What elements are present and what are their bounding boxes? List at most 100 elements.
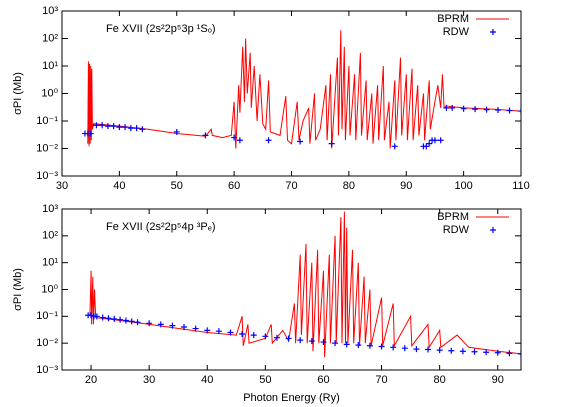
rdw-point — [308, 338, 315, 345]
rdw-point — [128, 318, 135, 325]
rdw-point — [518, 108, 521, 115]
rdw-point — [93, 313, 100, 320]
rdw-point — [265, 137, 272, 144]
rdw-point — [443, 104, 450, 111]
legend-label: RDW — [443, 224, 470, 236]
rdw-point — [459, 348, 466, 355]
rdw-point — [506, 350, 513, 357]
rdw-point — [285, 335, 292, 342]
rdw-point — [204, 327, 211, 334]
rdw-point — [449, 104, 456, 111]
y-tick-label: 10⁰ — [41, 87, 58, 99]
legend-label: RDW — [443, 26, 470, 38]
rdw-point — [423, 143, 430, 150]
bprm-line — [87, 30, 521, 149]
bprm-line — [89, 211, 521, 358]
y-tick-label: 10⁰ — [41, 283, 58, 295]
panel: 30 40 50 60 70 80 90 100 110 10⁻³ 10⁻² 10⁻¹ 10⁰ 10¹ 10… — [12, 5, 530, 192]
rdw-point — [495, 107, 502, 114]
rdw-point — [262, 333, 269, 340]
rdw-point — [139, 126, 146, 133]
rdw-point — [355, 342, 362, 349]
x-tick-label: 30 — [143, 374, 155, 386]
y-axis-label: σPI (Mb) — [12, 268, 24, 311]
rdw-point — [236, 137, 243, 144]
rdw-point — [99, 122, 106, 129]
rdw-point — [273, 334, 280, 341]
rdw-point — [122, 317, 129, 324]
x-tick-label: 70 — [375, 374, 387, 386]
rdw-point — [518, 350, 521, 357]
x-tick-label: 20 — [85, 374, 97, 386]
plot-area — [81, 30, 521, 150]
y-axis-label: σPI (Mb) — [12, 72, 24, 115]
x-tick-label: 60 — [317, 374, 329, 386]
rdw-point — [227, 329, 234, 336]
y-tick-label: 10⁻¹ — [36, 310, 58, 322]
rdw-point — [134, 319, 141, 326]
rdw-point — [366, 342, 373, 349]
rdw-point — [448, 347, 455, 354]
rdw-point — [401, 345, 408, 352]
rdw-point — [483, 349, 490, 356]
rdw-point — [146, 320, 153, 327]
rdw-point — [378, 343, 385, 350]
rdw-point — [99, 314, 106, 321]
x-tick-label: 90 — [492, 374, 504, 386]
rdw-point — [192, 325, 199, 332]
x-tick-label: 80 — [343, 180, 355, 192]
plot-area — [85, 211, 521, 358]
x-tick-label: 70 — [285, 180, 297, 192]
rdw-point — [105, 315, 112, 322]
y-tick-label: 10⁻² — [36, 337, 58, 349]
plot-frame — [61, 10, 522, 177]
rdw-point — [239, 330, 246, 337]
y-tick-label: 10⁻² — [36, 142, 58, 154]
y-tick-label: 10² — [42, 32, 58, 44]
x-tick-label: 100 — [454, 180, 472, 192]
rdw-point — [494, 349, 501, 356]
rdw-point — [202, 132, 209, 139]
plot-frame — [61, 208, 522, 371]
rdw-point — [431, 137, 438, 144]
rdw-point — [157, 321, 164, 328]
x-tick-label: 30 — [56, 180, 68, 192]
legend-swatch — [490, 29, 496, 35]
rdw-point — [133, 125, 140, 132]
rdw-point — [117, 316, 124, 323]
panel: 20 30 40 50 60 70 80 90 10⁻³ 10⁻² 10⁻¹ 10⁰ 10¹ 10² 10³… — [12, 203, 522, 404]
x-tick-label: 40 — [113, 180, 125, 192]
rdw-point — [472, 106, 479, 113]
rdw-point — [127, 125, 134, 132]
y-tick-label: 10¹ — [42, 60, 58, 72]
rdw-point — [332, 340, 339, 347]
x-tick-label: 40 — [201, 374, 213, 386]
rdw-point — [425, 346, 432, 353]
rdw-point — [413, 346, 420, 353]
rdw-point — [390, 344, 397, 351]
rdw-point — [297, 138, 304, 145]
rdw-point — [110, 123, 117, 130]
rdw-point — [297, 337, 304, 344]
x-tick-label: 90 — [400, 180, 412, 192]
rdw-point — [391, 143, 398, 150]
rdw-point — [173, 128, 180, 135]
rdw-point — [437, 137, 444, 144]
legend-label: BPRM — [437, 211, 469, 223]
rdw-point — [320, 339, 327, 346]
y-tick-label: 10³ — [42, 203, 58, 215]
rdw-point — [250, 332, 257, 339]
rdw-point — [436, 347, 443, 354]
rdw-point — [343, 341, 350, 348]
rdw-point — [181, 324, 188, 331]
rdw-point — [93, 122, 100, 129]
panel-title: Fe XVII (2s²2p⁵3p ¹Sₒ) — [106, 23, 216, 35]
panel-title: Fe XVII (2s²2p⁵4p ³Pₑ) — [106, 221, 216, 233]
x-tick-label: 60 — [228, 180, 240, 192]
rdw-point — [116, 124, 123, 131]
y-tick-label: 10³ — [42, 5, 58, 17]
x-tick-label: 80 — [434, 374, 446, 386]
rdw-point — [111, 315, 118, 322]
rdw-point — [328, 140, 335, 147]
